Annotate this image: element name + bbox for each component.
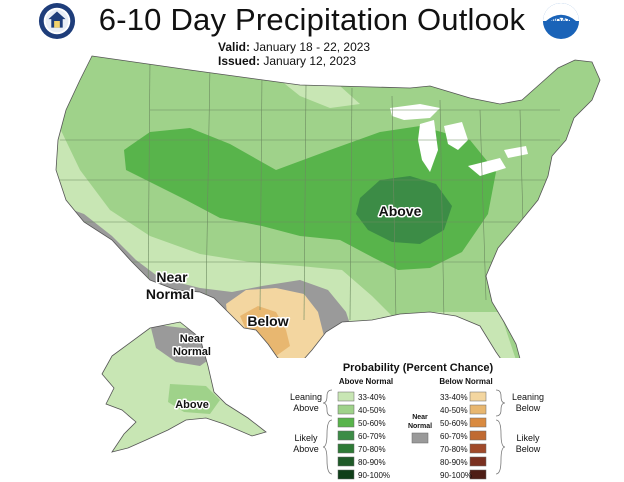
likely-above-line2: Above	[293, 444, 319, 454]
near-normal-legend-line2: Normal	[408, 423, 432, 430]
legend-above-range-label: 33-40%	[358, 393, 386, 402]
legend-below-swatch	[469, 404, 487, 415]
near-normal-legend-line1: Near	[412, 414, 428, 421]
legend-above-range-label: 80-90%	[358, 458, 386, 467]
legend-above-swatch	[337, 430, 355, 441]
legend-above-range-label: 50-60%	[358, 419, 386, 428]
legend-below-swatch	[469, 443, 487, 454]
legend-below-rows: 33-40% 40-50% 50-60% 60-70% 70-80% 80-90% 90-1…	[440, 391, 487, 480]
leaning-below-line2: Below	[516, 403, 541, 413]
likely-above-line1: Likely	[294, 433, 318, 443]
near-normal-conus-label-line2: Normal	[146, 286, 194, 302]
legend-below-range-label: 40-50%	[440, 406, 468, 415]
legend-below-range-label: 90-100%	[440, 471, 472, 480]
noaa-logo-icon: NOAA	[542, 2, 580, 40]
legend-below-swatch	[469, 417, 487, 428]
near-normal-alaska-label-line2: Normal	[173, 346, 211, 358]
legend-below-swatch	[469, 430, 487, 441]
map-title: 6-10 Day Precipitation Outlook	[98, 2, 526, 37]
likely-below-line2: Below	[516, 444, 541, 454]
issued-label: Issued:	[218, 54, 261, 68]
issued-date: Issued: January 12, 2023	[218, 54, 356, 68]
below-label: Below	[247, 313, 288, 329]
legend-above-range-label: 90-100%	[358, 471, 390, 480]
legend-below-range-label: 60-70%	[440, 432, 468, 441]
alaska-above-40-50-region	[168, 384, 220, 414]
legend-background	[276, 358, 624, 482]
legend-above-range-label: 60-70%	[358, 432, 386, 441]
likely-below-line1: Likely	[516, 433, 540, 443]
legend-below-swatch	[469, 469, 487, 480]
near-normal-conus-label-line1: Near	[156, 269, 188, 285]
leaning-above-line1: Leaning	[290, 392, 322, 402]
legend-below-swatch	[469, 456, 487, 467]
above-33-40-north-region	[280, 80, 360, 108]
state-borders	[60, 59, 560, 321]
valid-dates: Valid: January 18 - 22, 2023	[218, 40, 370, 54]
issued-value: January 12, 2023	[263, 54, 357, 68]
near-normal-alaska-label-line1: Near	[180, 333, 205, 345]
noaa-logo-text: NOAA	[550, 16, 573, 25]
legend-above-swatch	[337, 391, 355, 402]
legend-above-range-label: 70-80%	[358, 445, 386, 454]
legend-above-swatch	[337, 469, 355, 480]
legend-above-rows: 33-40% 40-50% 50-60% 60-70% 70-80% 80-90% 90-1…	[337, 391, 390, 480]
legend-above-swatch	[337, 456, 355, 467]
valid-value: January 18 - 22, 2023	[253, 40, 371, 54]
leaning-above-line2: Above	[293, 403, 319, 413]
alaska-outline	[101, 321, 267, 453]
above-label: Above	[379, 203, 422, 219]
legend-below-range-label: 70-80%	[440, 445, 468, 454]
leaning-below-line1: Leaning	[512, 392, 544, 402]
legend-above-swatch	[337, 443, 355, 454]
legend-above-header: Above Normal	[339, 377, 393, 386]
legend-below-range-label: 50-60%	[440, 419, 468, 428]
valid-label: Valid:	[218, 40, 251, 54]
near-normal-swatch	[411, 432, 429, 444]
department-of-commerce-seal-icon	[38, 2, 76, 40]
legend-braces	[322, 389, 506, 475]
below-40-50-texas-region	[240, 306, 290, 356]
legend-above-swatch	[337, 404, 355, 415]
legend-above-range-label: 40-50%	[358, 406, 386, 415]
legend-above-swatch	[337, 417, 355, 428]
alaska-above-label: Above	[175, 399, 209, 411]
legend-below-swatch	[469, 391, 487, 402]
above-60-70-region	[356, 176, 452, 244]
legend-below-header: Below Normal	[439, 377, 492, 386]
legend-below-range-label: 33-40%	[440, 393, 468, 402]
legend-title: Probability (Percent Chance)	[343, 362, 494, 374]
great-lakes	[390, 104, 528, 176]
legend-below-range-label: 80-90%	[440, 458, 468, 467]
